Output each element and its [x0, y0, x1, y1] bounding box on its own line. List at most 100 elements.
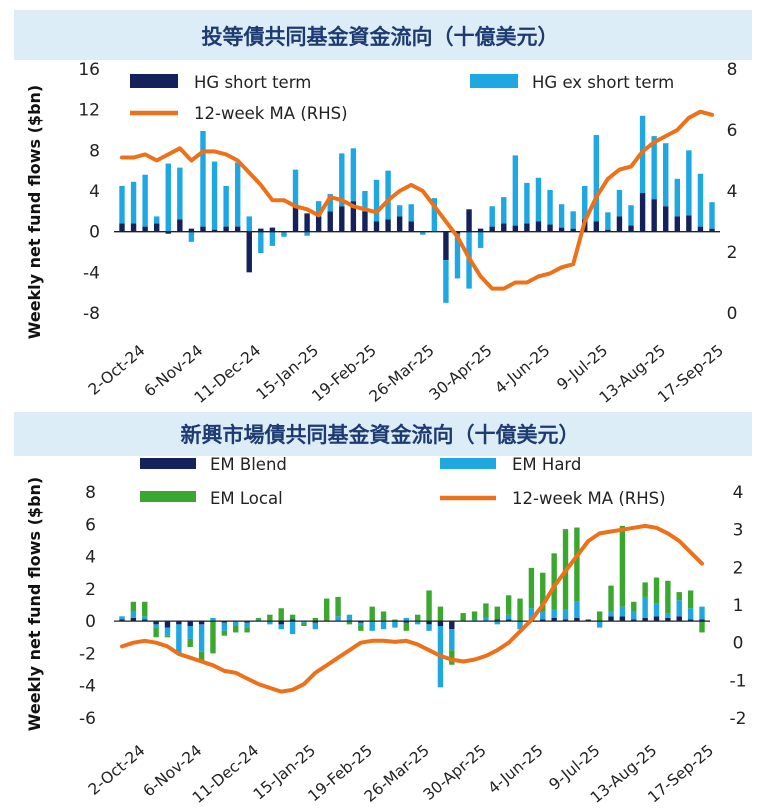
hg-bar-hg-ex-short-term-16	[304, 231, 310, 236]
hg-y-tick-label-2: 0	[89, 223, 100, 243]
em-bar-em-local-18	[324, 598, 330, 622]
hg-y2-tick-label-4: 8	[727, 60, 738, 80]
em-bar-em-local-24	[392, 619, 398, 622]
em-bar-em-local-29	[449, 650, 455, 665]
hg-bar-hg-ex-short-term-17	[315, 201, 322, 217]
em-bar-em-blend-1	[130, 617, 137, 622]
em-bar-em-hard-25	[403, 617, 410, 622]
em-bar-em-local-27	[426, 590, 432, 622]
hg-bar-hg-short-term-6	[188, 228, 195, 232]
em-bar-em-blend-38	[551, 617, 557, 622]
hg-bar-hg-ex-short-term-0	[119, 185, 125, 224]
hg-bar-hg-ex-short-term-49	[686, 150, 692, 216]
em-bar-em-blend-17	[312, 621, 319, 623]
hg-bar-hg-ex-short-term-19	[339, 153, 345, 207]
hg-x-tick-label-0: 2-Oct-24	[85, 341, 149, 399]
em-bar-em-local-34	[505, 595, 512, 615]
em-bar-em-hard-29	[449, 629, 455, 651]
em-bar-em-hard-49	[676, 600, 682, 617]
hg-bar-hg-ex-short-term-9	[223, 185, 229, 227]
hg-bar-hg-ex-short-term-35	[524, 182, 530, 224]
em-bar-em-local-28	[437, 606, 444, 622]
em-bar-em-hard-23	[380, 621, 387, 630]
em-bar-em-hard-7	[198, 624, 205, 652]
hg-bar-hg-short-term-12	[258, 228, 264, 232]
em-bar-em-hard-9	[221, 622, 228, 631]
hg-bar-hg-short-term-31	[477, 228, 484, 232]
em-bar-em-local-16	[301, 622, 307, 626]
hg-bar-hg-ex-short-term-4	[165, 163, 171, 232]
em-bar-em-blend-37	[540, 619, 546, 622]
hg-bar-hg-ex-short-term-37	[547, 189, 553, 225]
em-y2-tick-label-0: -2	[730, 709, 747, 729]
hg-bar-hg-ex-short-term-29	[454, 233, 461, 279]
em-bar-em-blend-49	[676, 616, 682, 622]
em-bar-em-local-8	[210, 621, 216, 654]
em-y2-tick-label-1: -1	[730, 671, 747, 691]
em-bar-em-hard-38	[551, 609, 557, 618]
hg-bar-hg-ex-short-term-24	[396, 205, 403, 217]
em-bar-em-blend-46	[642, 617, 648, 622]
em-bar-em-blend-25	[403, 621, 410, 623]
hg-y-tick-label-6: 16	[78, 60, 100, 80]
em-bar-em-local-17	[312, 617, 319, 622]
em-legend-label-blend: EM Blend	[210, 455, 287, 474]
em-bar-em-local-42	[596, 611, 603, 622]
em-bar-em-local-26	[414, 614, 421, 622]
em-bar-em-blend-6	[187, 621, 193, 626]
hg-y2-tick-label-0: 0	[727, 304, 738, 324]
em-bar-em-hard-37	[540, 611, 546, 620]
em-y2-tick-label-4: 2	[733, 558, 744, 578]
hg-bar-hg-ex-short-term-41	[593, 135, 600, 222]
em-bar-em-local-1	[130, 601, 137, 612]
em-title-banner	[14, 412, 752, 456]
em-bar-em-blend-44	[619, 616, 626, 622]
em-bar-em-hard-44	[619, 606, 626, 617]
hg-y-tick-label-3: 4	[89, 182, 100, 202]
hg-bar-hg-ex-short-term-43	[616, 189, 623, 217]
hg-bar-hg-short-term-21	[362, 211, 368, 232]
hg-bar-hg-short-term-20	[350, 201, 357, 232]
hg-bar-hg-short-term-10	[234, 226, 241, 232]
em-bar-em-hard-50	[687, 608, 694, 620]
hg-bar-hg-short-term-0	[119, 223, 125, 232]
em-bar-em-hard-8	[210, 617, 216, 622]
hg-bar-hg-short-term-16	[304, 213, 310, 232]
em-bar-em-local-43	[608, 585, 614, 612]
hg-bar-hg-ex-short-term-5	[177, 167, 183, 220]
em-bar-em-hard-24	[392, 621, 398, 628]
em-bar-em-local-40	[574, 527, 580, 602]
em-bar-em-hard-17	[312, 622, 319, 630]
em-bar-em-local-36	[528, 567, 535, 609]
em-bar-em-local-19	[335, 596, 341, 617]
em-bar-em-local-47	[653, 577, 660, 604]
hg-bar-hg-short-term-33	[501, 223, 507, 232]
hg-bar-hg-short-term-2	[142, 226, 148, 232]
em-bar-em-hard-42	[596, 621, 603, 628]
em-bar-em-local-25	[403, 622, 410, 631]
hg-legend-label-ma: 12-week MA (RHS)	[194, 104, 348, 123]
hg-bar-hg-ex-short-term-25	[408, 204, 414, 222]
hg-bar-hg-ex-short-term-27	[431, 198, 438, 232]
em-bar-em-local-50	[687, 590, 694, 609]
hg-bar-hg-ex-short-term-26	[420, 231, 426, 235]
hg-bar-hg-short-term-11	[246, 231, 252, 273]
em-bar-em-blend-41	[585, 619, 591, 622]
em-y-tick-label-7: 8	[85, 483, 96, 503]
hg-bar-hg-ex-short-term-31	[477, 231, 484, 248]
em-bar-em-hard-4	[164, 627, 171, 636]
em-bar-em-hard-34	[505, 614, 512, 620]
em-bar-em-local-20	[346, 621, 353, 625]
em-bar-em-hard-36	[528, 608, 535, 620]
em-bar-em-blend-47	[653, 616, 660, 622]
em-bar-em-blend-29	[449, 621, 455, 630]
em-bar-em-local-3	[153, 627, 159, 638]
hg-bar-hg-short-term-15	[292, 206, 299, 232]
em-bar-em-hard-15	[289, 621, 296, 635]
hg-bar-hg-short-term-5	[177, 219, 183, 232]
em-bar-em-hard-13	[267, 621, 273, 625]
hg-bar-hg-ex-short-term-15	[292, 169, 299, 207]
em-bar-em-blend-28	[437, 621, 444, 626]
em-bar-em-local-2	[142, 601, 148, 617]
